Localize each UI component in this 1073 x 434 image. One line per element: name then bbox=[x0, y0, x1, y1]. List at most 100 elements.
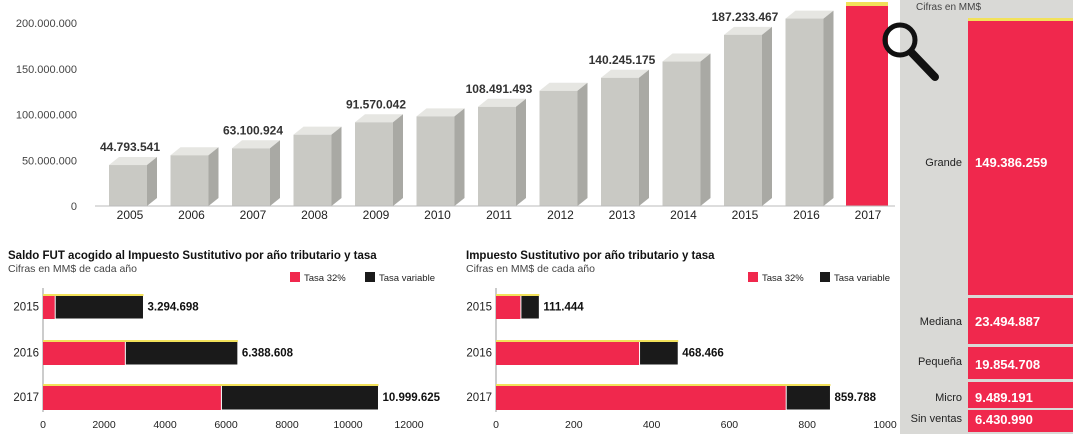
column-bar-2015 bbox=[724, 34, 762, 206]
x-tick-label: 2005 bbox=[117, 208, 144, 222]
data-label-2009: 91.570.042 bbox=[346, 97, 406, 111]
column-top-2010 bbox=[416, 108, 465, 117]
column-bar-2010 bbox=[416, 116, 455, 206]
column-top-2012 bbox=[539, 82, 588, 91]
column-2009: 2009 bbox=[355, 114, 403, 222]
x-tick-label: 2011 bbox=[486, 208, 512, 222]
column-top-2008 bbox=[293, 126, 342, 135]
column-2006: 2006 bbox=[170, 147, 219, 222]
size-segment-grande: Grande 149.386.259 bbox=[925, 18, 1073, 295]
magnifier-handle bbox=[908, 49, 939, 81]
chart-title: Impuesto Sustitutivo por año tributario … bbox=[466, 250, 715, 262]
impuesto-sustitutivo-chart: Impuesto Sustitutivo por año tributario … bbox=[466, 250, 897, 431]
chart-title: Saldo FUT acogido al Impuesto Sustitutiv… bbox=[8, 250, 377, 262]
size-label: Grande bbox=[925, 157, 962, 169]
size-bar-grande bbox=[968, 18, 1073, 295]
data-label-2007: 63.100.924 bbox=[223, 123, 283, 137]
legend-label: Tasa 32% bbox=[762, 273, 804, 284]
bar-top-highlight bbox=[496, 384, 831, 386]
column-top-2007 bbox=[232, 140, 280, 149]
column-side-2005 bbox=[147, 157, 157, 206]
column-bar-2005 bbox=[109, 165, 147, 206]
size-bar-micro bbox=[968, 382, 1073, 408]
bar-segment-tasa-variable bbox=[785, 383, 831, 411]
total-label: 468.466 bbox=[682, 348, 724, 360]
bar-segment-tasa-variable bbox=[124, 339, 239, 366]
column-top-2009 bbox=[355, 114, 403, 123]
bar-top-highlight bbox=[496, 340, 679, 342]
total-label: 10.999.625 bbox=[382, 392, 440, 404]
column-top-2005 bbox=[109, 157, 157, 166]
y-tick-label: 100.000.000 bbox=[16, 110, 77, 122]
x-tick-label: 10000 bbox=[333, 419, 362, 431]
category-label: 2015 bbox=[13, 302, 39, 314]
bar-top-highlight bbox=[43, 294, 144, 296]
size-value: 149.386.259 bbox=[975, 155, 1047, 170]
column-bar-2012 bbox=[539, 90, 578, 206]
x-tick-label: 2014 bbox=[670, 208, 697, 222]
size-bar-mediana bbox=[968, 298, 1073, 344]
size-value: 19.854.708 bbox=[975, 357, 1040, 372]
data-label-2013: 140.245.175 bbox=[589, 53, 656, 67]
x-tick-label: 600 bbox=[721, 419, 739, 431]
category-label: 2015 bbox=[466, 302, 492, 314]
column-bar-2006 bbox=[170, 155, 209, 206]
data-label-2015: 187.233.467 bbox=[712, 10, 779, 24]
bar-segment-tasa-32 bbox=[496, 384, 787, 410]
column-side-2010 bbox=[454, 108, 465, 206]
column-side-2015 bbox=[762, 26, 772, 207]
column-2010: 2010 bbox=[416, 108, 465, 222]
chart-subtitle: Cifras en MM$ de cada año bbox=[8, 263, 137, 275]
column-side-2014 bbox=[700, 53, 711, 206]
bar-segment-tasa-32 bbox=[43, 384, 222, 410]
size-value: 23.494.887 bbox=[975, 314, 1040, 329]
x-tick-label: 8000 bbox=[275, 419, 299, 431]
column-bar-2011 bbox=[478, 106, 516, 206]
column-highlight-2017 bbox=[846, 2, 888, 6]
column-bar-2016 bbox=[785, 18, 824, 207]
y-tick-label: 50.000.000 bbox=[22, 155, 77, 167]
x-tick-label: 2008 bbox=[301, 208, 328, 222]
column-side-2013 bbox=[639, 69, 649, 206]
magnifier-lens bbox=[882, 22, 918, 58]
column-2011: 2011 bbox=[478, 98, 526, 222]
size-value: 6.430.990 bbox=[975, 412, 1033, 427]
column-side-2016 bbox=[823, 10, 834, 207]
total-label: 859.788 bbox=[834, 392, 876, 404]
column-2005: 2005 bbox=[109, 157, 157, 222]
size-label: Pequeña bbox=[918, 356, 963, 368]
row-2016: 2016 6.388.608 bbox=[13, 339, 294, 366]
size-value: 9.489.191 bbox=[975, 390, 1033, 405]
data-label-2005: 44.793.541 bbox=[100, 140, 160, 154]
total-label: 6.388.608 bbox=[242, 348, 294, 360]
bar-top-highlight bbox=[43, 384, 379, 386]
category-label: 2016 bbox=[466, 348, 492, 360]
x-tick-label: 800 bbox=[798, 419, 816, 431]
size-segment-micro: Micro 9.489.191 bbox=[935, 382, 1073, 408]
row-2017: 2017 859.788 bbox=[466, 383, 877, 411]
legend-swatch-tasa-variable bbox=[820, 272, 830, 282]
category-label: 2017 bbox=[13, 392, 39, 404]
column-2013: 2013 bbox=[601, 69, 649, 222]
size-segment-sin-ventas: Sin ventas 6.430.990 bbox=[911, 410, 1073, 432]
column-side-2012 bbox=[577, 82, 588, 206]
size-bar-highlight bbox=[968, 18, 1073, 21]
total-label: 111.444 bbox=[543, 302, 584, 314]
bar-segment-tasa-variable bbox=[520, 293, 540, 320]
data-label-2011: 108.491.493 bbox=[466, 82, 533, 96]
x-tick-label: 4000 bbox=[153, 419, 177, 431]
total-label: 3.294.698 bbox=[147, 302, 199, 314]
bar-segment-tasa-32 bbox=[43, 294, 56, 319]
column-bar-2007 bbox=[232, 148, 270, 206]
row-2015: 2015 3.294.698 bbox=[13, 293, 199, 320]
column-top-2006 bbox=[170, 147, 219, 156]
size-segment-mediana: Mediana 23.494.887 bbox=[920, 298, 1073, 344]
column-side-2007 bbox=[270, 140, 280, 206]
panel-subtitle: Cifras en MM$ bbox=[916, 2, 981, 13]
x-tick-label: 2007 bbox=[240, 208, 267, 222]
column-top-2013 bbox=[601, 69, 649, 78]
column-top-2016 bbox=[785, 10, 834, 19]
column-bar-2009 bbox=[355, 122, 393, 206]
size-label: Micro bbox=[935, 392, 962, 404]
